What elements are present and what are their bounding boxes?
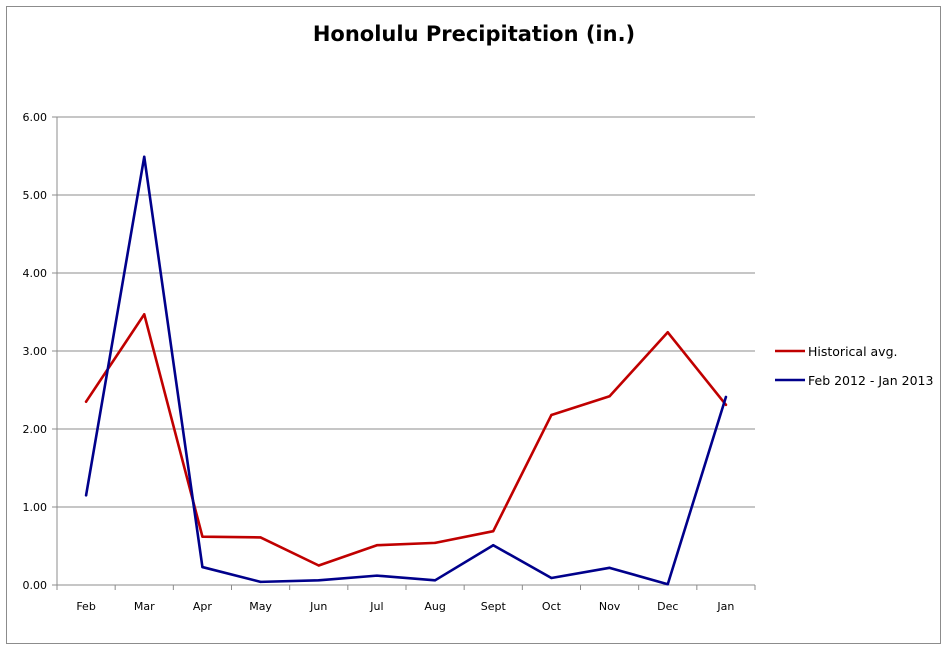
x-tick-label: Feb bbox=[76, 600, 95, 613]
data-point bbox=[608, 395, 611, 398]
data-point bbox=[317, 564, 320, 567]
data-point bbox=[317, 579, 320, 582]
data-point bbox=[143, 155, 146, 158]
data-point bbox=[666, 583, 669, 586]
y-tick-label: 4.00 bbox=[23, 267, 48, 280]
data-point bbox=[84, 494, 88, 497]
x-tick-label: Nov bbox=[599, 600, 621, 613]
data-point bbox=[433, 579, 437, 582]
data-point bbox=[201, 535, 204, 538]
y-tick-label: 2.00 bbox=[23, 423, 48, 436]
data-point bbox=[724, 395, 728, 399]
series-line-1 bbox=[84, 313, 728, 567]
x-tick-label: Sept bbox=[481, 600, 507, 613]
data-point bbox=[84, 400, 88, 403]
series-lines bbox=[84, 155, 728, 586]
y-tick-label: 5.00 bbox=[23, 189, 48, 202]
data-point bbox=[492, 544, 495, 547]
x-tick-label: Dec bbox=[657, 600, 678, 613]
chart-frame bbox=[6, 6, 941, 644]
data-point bbox=[259, 536, 262, 539]
series-line-2 bbox=[84, 155, 728, 586]
data-point bbox=[666, 331, 669, 334]
x-tick-label: Mar bbox=[134, 600, 155, 613]
y-tick-label: 6.00 bbox=[23, 111, 48, 124]
y-axis-tick-labels: 0.00 1.00 2.00 3.00 4.00 5.00 6.00 bbox=[23, 111, 48, 592]
legend-label: Historical avg. bbox=[808, 344, 898, 359]
x-tick-label: Apr bbox=[193, 600, 213, 613]
y-tick-label: 0.00 bbox=[23, 579, 48, 592]
data-point bbox=[608, 566, 611, 570]
data-point bbox=[143, 313, 146, 316]
data-point bbox=[375, 574, 379, 577]
x-axis-tick-labels: Feb Mar Apr May Jun Jul Aug Sept Oct Nov Dec Jan bbox=[76, 600, 734, 613]
data-point bbox=[550, 576, 553, 580]
y-tick-label: 1.00 bbox=[23, 501, 48, 514]
axes bbox=[52, 116, 756, 590]
x-tick-label: Jun bbox=[309, 600, 327, 613]
data-point bbox=[375, 544, 379, 547]
legend-label: Feb 2012 - Jan 2013 bbox=[808, 373, 933, 388]
chart-title: Honolulu Precipitation (in.) bbox=[312, 22, 636, 46]
x-tick-label: Jan bbox=[716, 600, 734, 613]
data-point bbox=[201, 565, 204, 569]
data-point bbox=[492, 529, 495, 533]
data-point bbox=[550, 413, 553, 417]
x-tick-label: May bbox=[249, 600, 272, 613]
data-point bbox=[259, 580, 262, 584]
x-tick-label: Oct bbox=[542, 600, 562, 613]
legend: Historical avg. Feb 2012 - Jan 2013 bbox=[775, 344, 933, 388]
x-tick-label: Aug bbox=[424, 600, 445, 613]
x-tick-label: Jul bbox=[369, 600, 383, 613]
gridlines bbox=[57, 116, 755, 508]
data-point bbox=[433, 541, 437, 545]
y-tick-label: 3.00 bbox=[23, 345, 48, 358]
data-point bbox=[724, 403, 728, 407]
